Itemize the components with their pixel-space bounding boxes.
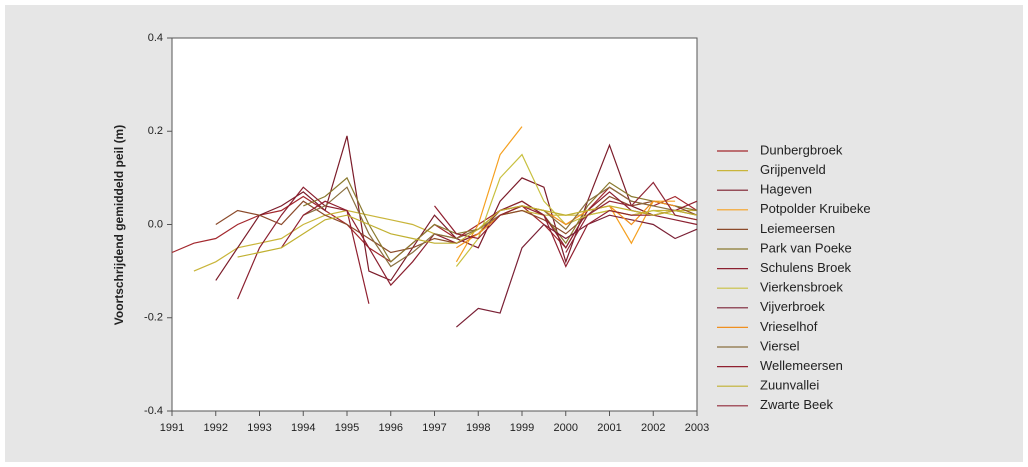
legend-label: Leiemeersen bbox=[760, 221, 835, 236]
series-line bbox=[237, 205, 698, 258]
y-tick-label: 0.2 bbox=[148, 125, 163, 137]
x-tick-label: 2001 bbox=[597, 422, 621, 434]
y-tick-label: -0.2 bbox=[144, 312, 163, 324]
series-line bbox=[456, 214, 698, 328]
legend-label: Vijverbroek bbox=[760, 299, 825, 314]
y-tick-label: 0.4 bbox=[148, 32, 163, 44]
x-tick-label: 1997 bbox=[422, 422, 446, 434]
legend-label: Vierkensbroek bbox=[760, 280, 843, 295]
legend-label: Hageven bbox=[760, 182, 812, 197]
legend-label: Zuunvallei bbox=[760, 378, 819, 393]
x-tick-label: 2003 bbox=[685, 422, 709, 434]
x-tick-label: 1994 bbox=[291, 422, 315, 434]
legend-label: Zwarte Beek bbox=[760, 397, 833, 412]
series-line bbox=[565, 181, 698, 253]
series-line bbox=[237, 186, 698, 300]
x-tick-label: 2002 bbox=[641, 422, 665, 434]
x-tick-label: 1992 bbox=[204, 422, 228, 434]
legend-label: Dunbergbroek bbox=[760, 142, 843, 157]
x-tick-label: 1998 bbox=[466, 422, 490, 434]
series-line bbox=[455, 153, 698, 267]
series-line bbox=[456, 200, 676, 249]
legend-label: Potpolder Kruibeke bbox=[760, 201, 871, 216]
x-tick-label: 1996 bbox=[379, 422, 403, 434]
legend-label: Grijpenveld bbox=[760, 162, 826, 177]
legend-label: Wellemeersen bbox=[760, 358, 843, 373]
x-tick-label: 1995 bbox=[335, 422, 359, 434]
legend-label: Schulens Broek bbox=[760, 260, 852, 275]
x-tick-label: 1999 bbox=[510, 422, 534, 434]
y-axis-label: Voortschrijdend gemiddeld peil (m) bbox=[112, 125, 126, 325]
legend-label: Viersel bbox=[760, 338, 800, 353]
y-tick-label: -0.4 bbox=[144, 405, 163, 417]
legend-label: Vrieselhof bbox=[760, 319, 818, 334]
chart: Voortschrijdend gemiddeld peil (m) -0.4 -… bbox=[112, 32, 871, 434]
x-tick-label: 1993 bbox=[247, 422, 271, 434]
y-tick-label: 0.0 bbox=[148, 218, 163, 230]
legend-label: Park van Poeke bbox=[760, 240, 852, 255]
x-tick-label: 2000 bbox=[554, 422, 578, 434]
x-tick-label: 1991 bbox=[160, 422, 184, 434]
